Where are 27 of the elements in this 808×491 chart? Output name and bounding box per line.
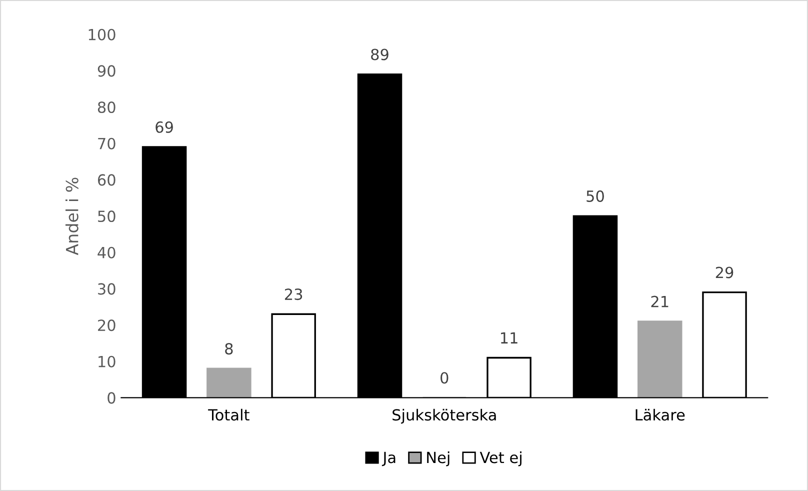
- data-label: 50: [586, 190, 604, 202]
- y-tick-label: 100: [88, 28, 116, 40]
- data-label: 8: [225, 343, 233, 355]
- y-axis-title: Andel i %: [65, 178, 78, 256]
- data-label: 29: [716, 266, 734, 278]
- x-tick-label: Totalt: [208, 408, 250, 421]
- data-label: 0: [440, 372, 448, 384]
- data-label: 69: [156, 121, 173, 133]
- y-tick-label: 90: [98, 65, 116, 77]
- data-label: 21: [651, 296, 668, 308]
- data-label: 89: [371, 48, 388, 60]
- legend-label: Nej: [427, 451, 450, 466]
- y-tick-label: 60: [98, 174, 116, 186]
- legend-label: Vet ej: [480, 451, 522, 466]
- y-tick-label: 0: [108, 392, 116, 404]
- y-tick-label: 40: [98, 246, 116, 258]
- data-label: 23: [284, 288, 302, 300]
- y-tick-label: 10: [98, 356, 116, 368]
- y-tick-label: 80: [98, 102, 116, 114]
- x-tick-label: Läkare: [636, 408, 685, 421]
- x-tick-label: Sjuksköterska: [392, 408, 496, 424]
- y-tick-label: 50: [98, 210, 116, 222]
- y-tick-label: 30: [98, 283, 116, 295]
- y-tick-label: 70: [98, 138, 116, 150]
- y-tick-label: 20: [98, 320, 116, 332]
- legend-label: Ja: [382, 452, 396, 466]
- data-label: 11: [501, 332, 518, 344]
